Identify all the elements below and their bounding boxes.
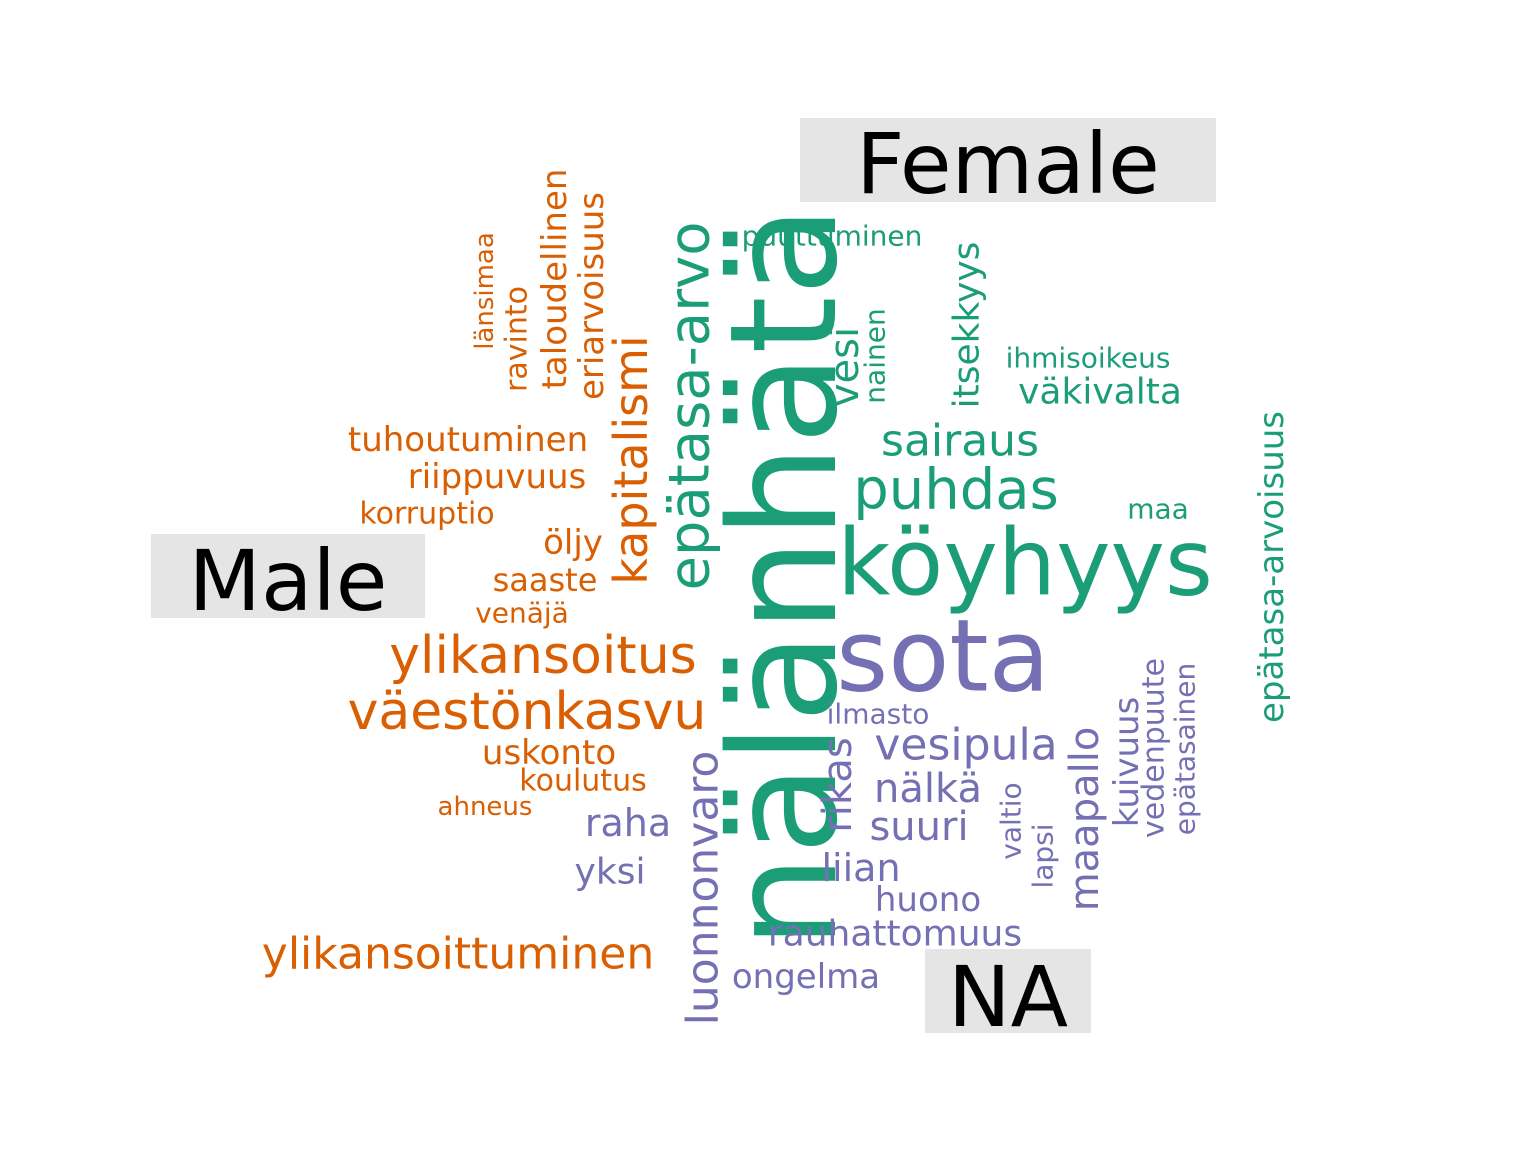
- word-nainen: nainen: [859, 308, 892, 403]
- group-label-box-female: [800, 118, 1216, 202]
- word-yksi: yksi: [575, 852, 646, 893]
- word-ongelma: ongelma: [732, 957, 880, 997]
- word-ravinto: ravinto: [500, 286, 535, 392]
- word-riippuvuus: riippuvuus: [408, 457, 587, 497]
- word-raha: raha: [585, 801, 671, 845]
- word-puhdas: puhdas: [853, 458, 1059, 523]
- word-nalanhata: nälänhätä: [698, 205, 870, 948]
- word-vedenpuute: vedenpuute: [1137, 658, 1172, 838]
- word-eriarvoisuus: eriarvoisuus: [572, 192, 612, 400]
- word-suuri: suuri: [869, 804, 968, 850]
- word-taloudellinen: taloudellinen: [535, 169, 575, 390]
- word-ahneus: ahneus: [438, 792, 533, 822]
- word-lapsi: lapsi: [1027, 823, 1060, 888]
- word-lansimaa: länsimaa: [470, 232, 500, 350]
- word-koulutus: koulutus: [519, 764, 646, 799]
- word-itsekkyys: itsekkyys: [947, 242, 988, 409]
- word-vaestonkasvu: väestönkasvu: [348, 682, 707, 742]
- word-uskonto: uskonto: [482, 733, 616, 773]
- word-ylikansoitus: ylikansoitus: [389, 626, 696, 686]
- word-puuttuminen: puuttuminen: [742, 220, 923, 253]
- word-epatasa-arvo: epätasa-arvo: [658, 221, 723, 590]
- word-sairaus: sairaus: [881, 416, 1039, 467]
- group-label-box-male: [151, 534, 425, 618]
- group-label-female: Female: [856, 115, 1160, 213]
- group-label-box-na: [925, 949, 1091, 1033]
- word-liian: liian: [821, 846, 900, 890]
- word-ihmisoikeus: ihmisoikeus: [1006, 342, 1171, 375]
- word-vakivalta: väkivalta: [1018, 372, 1182, 413]
- word-rikas: rikas: [815, 737, 861, 832]
- word-vesipula: vesipula: [874, 720, 1057, 771]
- word-venaja: venäjä: [475, 597, 569, 630]
- word-epatasainen: epätasainen: [1169, 663, 1202, 836]
- word-valtio: valtio: [995, 782, 1028, 859]
- word-korruptio: korruptio: [359, 497, 494, 532]
- word-huono: huono: [875, 880, 981, 920]
- word-kuivuus: kuivuus: [1107, 697, 1147, 828]
- word-vesi: vesi: [822, 327, 868, 407]
- word-ylikansoittuminen: ylikansoittuminen: [262, 929, 654, 980]
- word-sota: sota: [836, 598, 1050, 715]
- word-tuhoutuminen: tuhoutuminen: [348, 420, 588, 460]
- word-kapitalismi: kapitalismi: [604, 335, 658, 584]
- word-saaste: saaste: [493, 561, 598, 599]
- word-oljy: öljy: [543, 523, 603, 563]
- word-rauhattomuus: rauhattomuus: [768, 914, 1022, 955]
- word-maa: maa: [1127, 493, 1189, 526]
- word-nalka: nälkä: [874, 766, 982, 812]
- word-epatasa-arvoisuus: epätasa-arvoisuus: [1252, 411, 1292, 723]
- word-ilmasto: ilmasto: [827, 698, 930, 731]
- group-label-na: NA: [948, 948, 1068, 1046]
- word-maapallo: maapallo: [1062, 727, 1108, 912]
- group-label-male: Male: [189, 532, 388, 630]
- word-luonnonvaro: luonnonvaro: [678, 751, 729, 1026]
- word-koyhyys: köyhyys: [837, 510, 1213, 617]
